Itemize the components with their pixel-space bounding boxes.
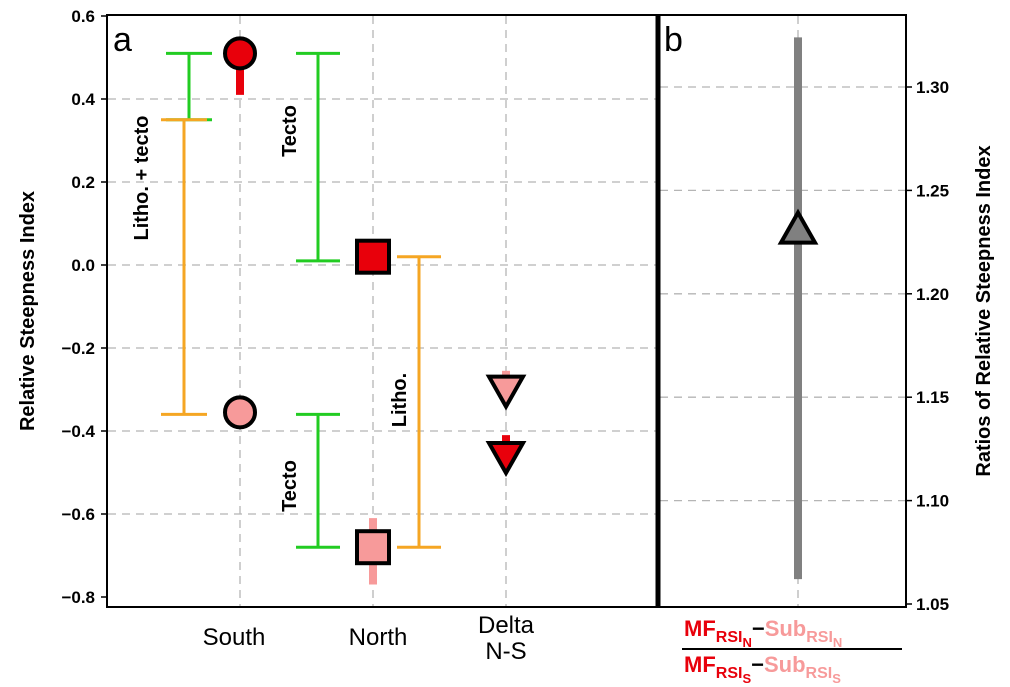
panel-a-y-axis-label: Relative Steepness Index bbox=[17, 191, 39, 431]
panel-b-markers bbox=[777, 37, 819, 580]
panel-b-frame bbox=[657, 14, 907, 608]
y-tick-label: 0.6 bbox=[71, 7, 95, 26]
panel-b-y-axis-label: Ratios of Relative Steepness Index bbox=[973, 145, 995, 476]
annotation-litho: Litho. bbox=[389, 373, 411, 427]
annotation-tecto-lower: Tecto bbox=[279, 460, 301, 512]
marker-circle bbox=[223, 395, 257, 430]
y-tick-label: 1.30 bbox=[916, 78, 949, 97]
panel-letter-a: a bbox=[113, 21, 132, 59]
marker-triangle-down bbox=[485, 440, 527, 478]
ratio-numerator: MFRSIN−SubRSIN bbox=[684, 616, 842, 650]
y-tick-label: −0.2 bbox=[61, 339, 95, 358]
ratio-denominator: MFRSIS−SubRSIS bbox=[684, 652, 841, 686]
y-tick-label: −0.8 bbox=[61, 588, 95, 607]
panel-a-markers bbox=[223, 36, 527, 585]
panel-a-y-ticks: 0.6 0.4 0.2 0.0 −0.2 −0.4 −0.6 −0.8 bbox=[61, 7, 107, 607]
panel-b-grid bbox=[660, 16, 905, 606]
y-tick-label: 1.10 bbox=[916, 492, 949, 511]
marker-square bbox=[355, 238, 391, 275]
marker-triangle-up bbox=[777, 208, 819, 245]
y-tick-label: 0.0 bbox=[71, 256, 95, 275]
x-category-north: North bbox=[349, 624, 408, 651]
marker-triangle-down bbox=[485, 374, 527, 411]
range-brackets bbox=[161, 51, 441, 549]
annotation-tecto-upper: Tecto bbox=[279, 105, 301, 157]
y-tick-label: 1.20 bbox=[916, 285, 949, 304]
y-tick-label: −0.6 bbox=[61, 505, 95, 524]
panel-a-grid bbox=[108, 16, 657, 606]
y-tick-label: 1.25 bbox=[916, 181, 949, 200]
panel-letter-b: b bbox=[664, 21, 683, 59]
panel-b-y-ticks: 1.30 1.25 1.20 1.15 1.10 1.05 bbox=[906, 78, 949, 614]
y-tick-label: 0.4 bbox=[71, 90, 95, 109]
x-category-delta-line1: Delta bbox=[478, 612, 535, 639]
x-category-south: South bbox=[203, 624, 266, 651]
y-tick-label: 1.15 bbox=[916, 388, 949, 407]
y-tick-label: −0.4 bbox=[61, 422, 95, 441]
marker-square bbox=[355, 529, 391, 566]
x-category-delta-line2: N-S bbox=[485, 638, 526, 665]
annotation-litho-tecto: Litho. + tecto bbox=[131, 116, 153, 241]
y-tick-label: 0.2 bbox=[71, 173, 95, 192]
marker-circle bbox=[223, 36, 257, 71]
y-tick-label: 1.05 bbox=[916, 595, 949, 614]
ratio-label: MFRSIN−SubRSIN MFRSIS−SubRSIS bbox=[682, 616, 902, 686]
